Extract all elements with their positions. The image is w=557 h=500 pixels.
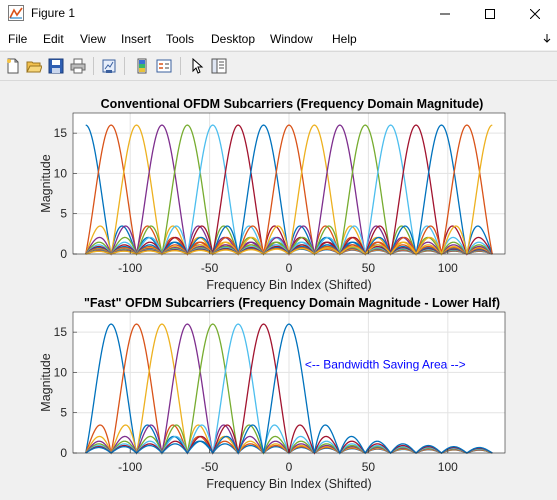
menu-edit[interactable]: Edit — [43, 32, 64, 46]
y-tick-label: 0 — [60, 446, 67, 460]
menu-file[interactable]: File — [8, 32, 28, 46]
open-file-button[interactable] — [24, 56, 44, 76]
tick-labels: -100 -50 0 50 100 0 5 10 15 — [54, 126, 459, 275]
menu-desktop[interactable]: Desktop — [211, 32, 256, 46]
x-tick-label: -100 — [118, 460, 142, 474]
x-tick-label: 0 — [286, 460, 293, 474]
x-tick-label: 50 — [362, 460, 376, 474]
chart-title: Conventional OFDM Subcarriers (Frequency… — [101, 97, 484, 111]
toolbar-separator — [180, 57, 181, 75]
dock-arrow-icon[interactable] — [541, 32, 553, 46]
chart-title: "Fast" OFDM Subcarriers (Frequency Domai… — [84, 296, 500, 310]
menu-window[interactable]: Window — [270, 32, 313, 46]
insert-colorbar-button[interactable] — [132, 56, 152, 76]
maximize-button[interactable] — [467, 0, 512, 28]
menu-view[interactable]: View — [80, 32, 106, 46]
x-tick-label: -50 — [201, 460, 219, 474]
toolbar-separator — [93, 57, 94, 75]
print-button[interactable] — [68, 56, 88, 76]
insert-legend-button[interactable] — [154, 56, 174, 76]
y-tick-label: 5 — [60, 207, 67, 221]
menu-tools[interactable]: Tools — [166, 32, 195, 46]
link-plot-icon — [102, 59, 116, 73]
y-tick-label: 15 — [54, 325, 68, 339]
minimize-button[interactable] — [422, 0, 467, 28]
x-tick-label: -100 — [118, 261, 142, 275]
minimize-icon — [439, 13, 450, 15]
print-icon — [70, 58, 86, 74]
axes-conventional: -100 -50 0 50 100 0 5 10 15 Conventional OFDM Su… — [39, 97, 506, 292]
matlab-figure-icon — [8, 5, 24, 21]
menu-insert[interactable]: Insert — [121, 32, 152, 46]
x-tick-label: 100 — [438, 261, 458, 275]
title-bar: Figure 1 — [0, 0, 557, 28]
y-tick-label: 10 — [54, 166, 68, 180]
save-button[interactable] — [46, 56, 66, 76]
window-title: Figure 1 — [31, 6, 76, 20]
y-tick-label: 15 — [54, 126, 68, 140]
y-tick-label: 10 — [54, 365, 68, 379]
insert-legend-icon — [156, 59, 172, 73]
subcarrier-curve — [85, 124, 493, 256]
toolbar-separator — [124, 57, 125, 75]
close-button[interactable] — [512, 0, 557, 28]
x-tick-label: 0 — [286, 261, 293, 275]
insert-colorbar-icon — [137, 58, 147, 74]
menu-help[interactable]: Help — [332, 32, 357, 46]
figure-toolbar — [0, 51, 557, 81]
property-inspector-button[interactable] — [209, 56, 229, 76]
tick-labels: -100 -50 0 50 100 0 5 10 15 — [54, 325, 459, 474]
y-tick-label: 5 — [60, 406, 67, 420]
link-plot-button[interactable] — [99, 56, 119, 76]
subcarrier-curve — [85, 323, 493, 455]
y-tick-label: 0 — [60, 247, 67, 261]
close-icon — [529, 9, 540, 19]
new-figure-icon — [7, 58, 19, 74]
x-tick-label: 50 — [362, 261, 376, 275]
pointer-arrow-icon — [192, 58, 204, 74]
property-inspector-icon — [211, 58, 227, 74]
open-file-icon — [26, 61, 42, 73]
y-axis-label: Magnitude — [39, 154, 53, 212]
menu-bar: File Edit View Insert Tools Desktop Wind… — [0, 28, 557, 50]
x-tick-label: 100 — [438, 460, 458, 474]
x-axis-label: Frequency Bin Index (Shifted) — [206, 278, 371, 292]
axes-fast-ofdm: -100 -50 0 50 100 0 5 10 15 "Fast" OFDM Subcarri… — [39, 296, 506, 491]
x-tick-label: -50 — [201, 261, 219, 275]
maximize-icon — [484, 9, 495, 19]
bandwidth-saving-annotation: <-- Bandwidth Saving Area --> — [305, 357, 466, 371]
x-axis-label: Frequency Bin Index (Shifted) — [206, 477, 371, 491]
edit-plot-button[interactable] — [187, 56, 207, 76]
save-icon — [48, 58, 64, 74]
new-figure-button[interactable] — [3, 56, 23, 76]
y-axis-label: Magnitude — [39, 353, 53, 411]
